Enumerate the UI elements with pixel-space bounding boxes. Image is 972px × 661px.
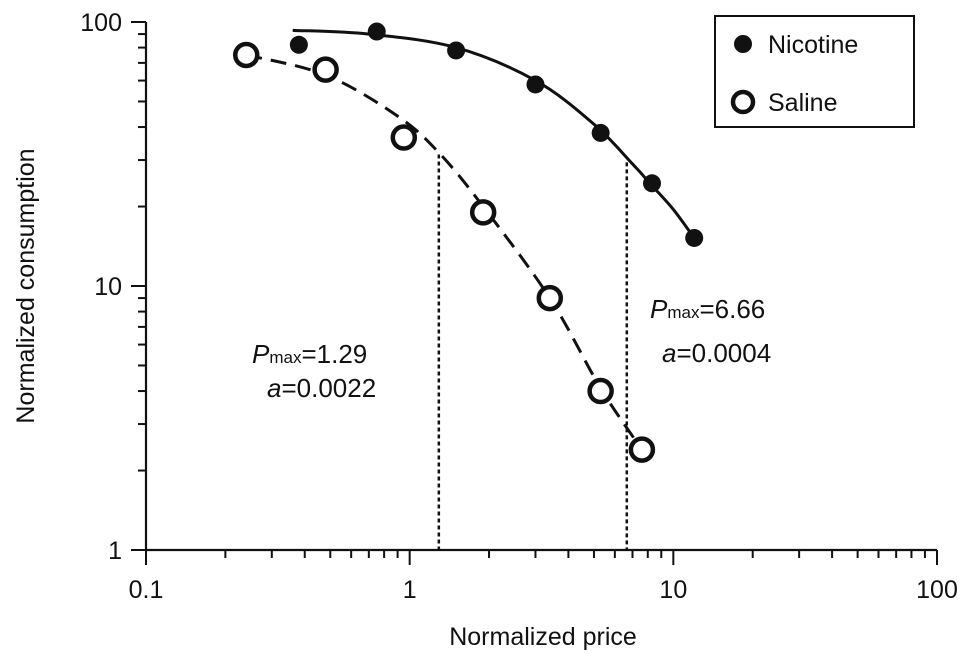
data-point-nicotine <box>642 174 661 193</box>
y-tick-label: 10 <box>94 273 122 301</box>
y-axis-title: Normalized consumption <box>12 148 40 423</box>
data-point-nicotine <box>447 41 466 60</box>
data-point-nicotine <box>367 22 386 41</box>
pmax-value-nicotine: =6.66 <box>699 294 765 324</box>
data-point-saline <box>469 199 497 226</box>
pmax-annotation-nicotine: Pmax=6.66 <box>650 294 765 324</box>
data-point-nicotine <box>526 75 545 94</box>
alpha-symbol-nicotine: a <box>662 338 676 368</box>
pmax-subscript-saline: max <box>269 348 302 367</box>
data-point-saline <box>390 124 418 151</box>
data-point-nicotine <box>591 123 610 142</box>
alpha-annotation-saline: a=0.0022 <box>267 373 376 403</box>
pmax-value-saline: =1.29 <box>301 339 367 369</box>
alpha-value-nicotine: =0.0004 <box>676 338 771 368</box>
y-tick-label: 100 <box>80 9 122 37</box>
data-point-nicotine <box>289 35 308 54</box>
data-point-saline <box>312 56 339 83</box>
legend: Nicotine Saline <box>714 15 915 128</box>
annotation-saline: Pmax=1.29 a=0.0022 <box>252 339 376 403</box>
alpha-annotation-nicotine: a=0.0004 <box>662 338 771 368</box>
pmax-guide-lines <box>437 154 629 550</box>
data-points <box>232 22 704 463</box>
data-point-saline <box>587 377 614 405</box>
legend-label-nicotine: Nicotine <box>768 31 858 59</box>
legend-marker-saline <box>730 89 756 115</box>
x-tick-label: 1 <box>403 576 417 604</box>
x-tick-label: 10 <box>659 576 687 604</box>
x-axis-title: Normalized price <box>449 623 637 651</box>
data-point-saline <box>232 41 260 69</box>
data-point-saline <box>628 436 656 463</box>
pmax-annotation-saline: Pmax=1.29 <box>252 339 367 369</box>
annotation-nicotine: Pmax=6.66 a=0.0004 <box>650 294 771 368</box>
data-point-nicotine <box>685 228 704 247</box>
pmax-subscript-nicotine: max <box>667 303 700 322</box>
x-tick-label: 0.1 <box>129 576 164 604</box>
data-point-saline <box>536 284 564 312</box>
y-tick-label: 1 <box>108 537 122 565</box>
fit-curve-nicotine <box>292 28 696 239</box>
alpha-symbol-saline: a <box>267 373 281 403</box>
pmax-symbol-saline: P <box>252 339 270 369</box>
legend-label-saline: Saline <box>768 89 838 117</box>
x-tick-label: 100 <box>916 576 958 604</box>
legend-marker-nicotine <box>734 35 752 53</box>
pmax-symbol-nicotine: P <box>650 294 668 324</box>
alpha-value-saline: =0.0022 <box>281 373 376 403</box>
